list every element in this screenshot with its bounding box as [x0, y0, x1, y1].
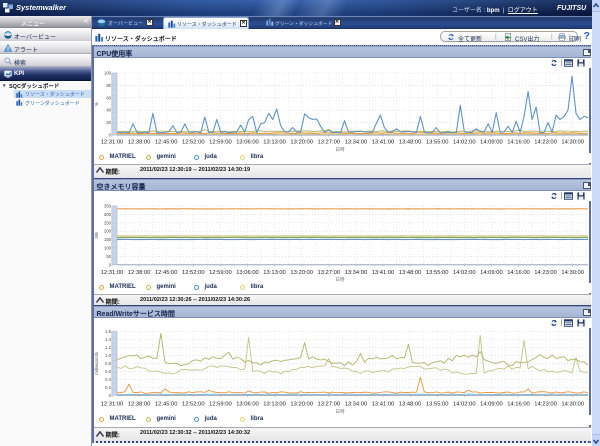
- svg-text:1.2: 1.2: [105, 344, 111, 349]
- svg-text:12:38:00: 12:38:00: [128, 139, 151, 145]
- svg-text:100: 100: [104, 245, 112, 250]
- svg-text:13:06:00: 13:06:00: [236, 401, 259, 407]
- svg-text:12:31:00: 12:31:00: [101, 270, 124, 276]
- svg-text:12:52:00: 12:52:00: [182, 270, 205, 276]
- svg-text:MB: MB: [94, 232, 99, 238]
- svg-text:12:52:00: 12:52:00: [182, 401, 205, 407]
- svg-text:13:48:00: 13:48:00: [399, 401, 422, 407]
- svg-text:0.2: 0.2: [105, 384, 111, 389]
- svg-text:12:45:00: 12:45:00: [155, 139, 178, 145]
- svg-text:14:30:00: 14:30:00: [561, 139, 584, 145]
- svg-text:12:59:00: 12:59:00: [209, 270, 232, 276]
- svg-text:350: 350: [104, 203, 112, 208]
- svg-text:14:02:00: 14:02:00: [453, 401, 476, 407]
- svg-text:14:02:00: 14:02:00: [453, 139, 476, 145]
- svg-text:12:45:00: 12:45:00: [155, 401, 178, 407]
- svg-text:13:13:00: 13:13:00: [263, 139, 286, 145]
- svg-text:12:52:00: 12:52:00: [182, 139, 205, 145]
- svg-text:1.6: 1.6: [105, 329, 111, 334]
- svg-text:0.4: 0.4: [105, 376, 111, 381]
- svg-text:1.0: 1.0: [105, 352, 111, 357]
- svg-text:12:59:00: 12:59:00: [209, 139, 232, 145]
- svg-text:13:34:00: 13:34:00: [345, 139, 368, 145]
- svg-text:13:34:00: 13:34:00: [345, 401, 368, 407]
- svg-text:14:30:00: 14:30:00: [561, 270, 584, 276]
- svg-text:13:13:00: 13:13:00: [263, 270, 286, 276]
- svg-text:14:02:00: 14:02:00: [453, 270, 476, 276]
- svg-text:14:09:00: 14:09:00: [480, 270, 503, 276]
- svg-text:13:55:00: 13:55:00: [426, 401, 449, 407]
- svg-text:13:41:00: 13:41:00: [372, 401, 395, 407]
- svg-text:12:59:00: 12:59:00: [209, 401, 232, 407]
- svg-text:13:55:00: 13:55:00: [426, 270, 449, 276]
- svg-text:14:23:00: 14:23:00: [534, 401, 557, 407]
- svg-text:13:06:00: 13:06:00: [236, 270, 259, 276]
- svg-text:14:23:00: 14:23:00: [534, 270, 557, 276]
- svg-text:13:20:00: 13:20:00: [290, 139, 313, 145]
- svg-text:250: 250: [104, 220, 112, 225]
- svg-text:14:16:00: 14:16:00: [507, 270, 530, 276]
- svg-text:60: 60: [106, 95, 111, 100]
- svg-text:14:16:00: 14:16:00: [507, 401, 530, 407]
- svg-text:13:27:00: 13:27:00: [318, 401, 341, 407]
- svg-text:14:23:00: 14:23:00: [534, 139, 557, 145]
- svg-text:13:41:00: 13:41:00: [372, 139, 395, 145]
- svg-text:80: 80: [106, 82, 111, 87]
- svg-text:0: 0: [109, 392, 112, 397]
- svg-text:1.4: 1.4: [105, 337, 111, 342]
- svg-text:13:41:00: 13:41:00: [372, 270, 395, 276]
- svg-text:13:34:00: 13:34:00: [345, 270, 368, 276]
- svg-text:40: 40: [106, 107, 111, 112]
- svg-text:13:55:00: 13:55:00: [426, 139, 449, 145]
- svg-text:100: 100: [104, 70, 112, 75]
- svg-text:milliseconds: milliseconds: [94, 351, 99, 374]
- svg-text:13:20:00: 13:20:00: [290, 270, 313, 276]
- svg-text:%: %: [94, 101, 99, 105]
- svg-text:12:31:00: 12:31:00: [101, 401, 124, 407]
- svg-text:13:27:00: 13:27:00: [318, 270, 341, 276]
- svg-text:14:09:00: 14:09:00: [480, 401, 503, 407]
- svg-text:0.6: 0.6: [105, 368, 111, 373]
- svg-text:150: 150: [104, 237, 112, 242]
- svg-text:12:31:00: 12:31:00: [101, 139, 124, 145]
- svg-text:12:38:00: 12:38:00: [128, 401, 151, 407]
- svg-text:200: 200: [104, 228, 112, 233]
- svg-text:20: 20: [106, 120, 111, 125]
- svg-text:50: 50: [106, 253, 111, 258]
- svg-text:14:09:00: 14:09:00: [480, 139, 503, 145]
- svg-text:0: 0: [109, 132, 112, 137]
- svg-text:12:38:00: 12:38:00: [128, 270, 151, 276]
- svg-text:日時: 日時: [335, 409, 345, 415]
- svg-text:13:48:00: 13:48:00: [399, 270, 422, 276]
- svg-text:0: 0: [109, 262, 112, 267]
- svg-text:13:06:00: 13:06:00: [236, 139, 259, 145]
- svg-text:14:16:00: 14:16:00: [507, 139, 530, 145]
- svg-text:14:30:00: 14:30:00: [561, 401, 584, 407]
- svg-text:日時: 日時: [335, 277, 345, 283]
- svg-text:300: 300: [104, 211, 112, 216]
- svg-text:13:20:00: 13:20:00: [290, 401, 313, 407]
- svg-text:13:27:00: 13:27:00: [318, 139, 341, 145]
- svg-text:日時: 日時: [335, 147, 345, 153]
- svg-text:0.8: 0.8: [105, 360, 111, 365]
- svg-text:13:48:00: 13:48:00: [399, 139, 422, 145]
- svg-text:13:13:00: 13:13:00: [263, 401, 286, 407]
- svg-text:12:45:00: 12:45:00: [155, 270, 178, 276]
